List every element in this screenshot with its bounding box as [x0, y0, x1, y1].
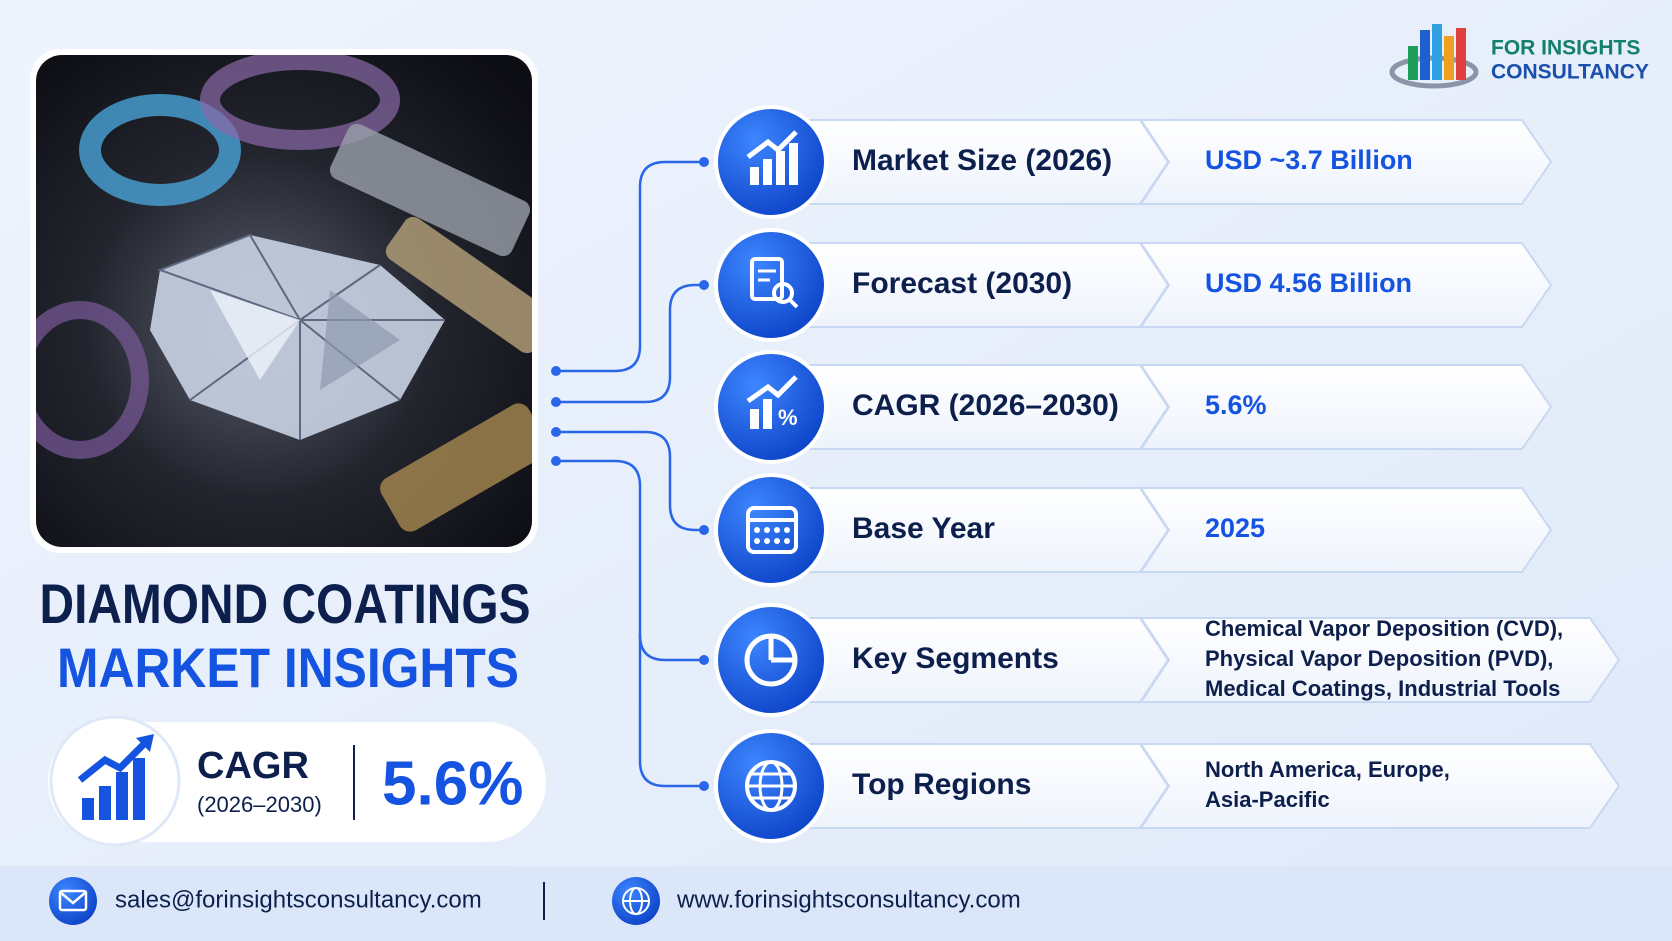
- svg-text:%: %: [778, 405, 798, 430]
- row-icon: [745, 760, 797, 812]
- photo: [36, 55, 532, 547]
- connectors: [556, 160, 704, 788]
- badge-icon-bg: [49, 715, 181, 847]
- badge-period: (2026–2030): [197, 792, 322, 817]
- logo-icon: [1389, 24, 1479, 89]
- web-glyph: [622, 887, 650, 915]
- row-icon: [744, 633, 798, 687]
- email-glyph: [58, 889, 88, 912]
- badge-icon: [77, 734, 154, 820]
- row-label: Top Regions: [852, 768, 1031, 801]
- row-label: Forecast (2030): [852, 267, 1072, 300]
- row-label: Key Segments: [852, 642, 1059, 675]
- row-icon-bg: [714, 228, 828, 342]
- logo-line1: FOR INSIGHTS: [1491, 37, 1640, 60]
- row-value: 2025: [1205, 513, 1265, 543]
- row-label: Market Size (2026): [852, 144, 1112, 177]
- row-label: CAGR (2026–2030): [852, 389, 1119, 422]
- row-icon: %: [746, 375, 798, 430]
- row-value: North America, Europe,: [1205, 757, 1450, 782]
- row-value: USD ~3.7 Billion: [1205, 145, 1413, 175]
- email-icon: [49, 877, 97, 925]
- logo-line2: CONSULTANCY: [1491, 61, 1649, 84]
- title-line1: DIAMOND COATINGS: [40, 572, 531, 635]
- row-icon: [746, 130, 798, 185]
- row-value: Chemical Vapor Deposition (CVD),: [1205, 616, 1563, 641]
- footer-email[interactable]: sales@forinsightsconsultancy.com: [115, 886, 482, 913]
- connector-dots: [551, 157, 709, 791]
- badge-label: CAGR: [197, 745, 309, 787]
- rows: Market Size (2026) USD ~3.7 Billion Foreca…: [714, 105, 1621, 843]
- row-value: USD 4.56 Billion: [1205, 268, 1412, 298]
- row-value: Asia-Pacific: [1205, 787, 1330, 812]
- row-label: Base Year: [852, 512, 995, 545]
- footer: [0, 866, 1672, 941]
- row-value: Medical Coatings, Industrial Tools: [1205, 676, 1560, 701]
- row-icon-bg: [714, 473, 828, 587]
- title-line2: MARKET INSIGHTS: [57, 636, 519, 699]
- row-value: Physical Vapor Deposition (PVD),: [1205, 646, 1553, 671]
- row-icon: [750, 257, 799, 309]
- footer-website[interactable]: www.forinsightsconsultancy.com: [676, 886, 1021, 913]
- value-pill: [1139, 364, 1553, 450]
- row-icon: [746, 506, 798, 554]
- badge-value: 5.6%: [382, 749, 523, 818]
- value-pill: [1139, 487, 1553, 573]
- row-value: 5.6%: [1205, 390, 1267, 420]
